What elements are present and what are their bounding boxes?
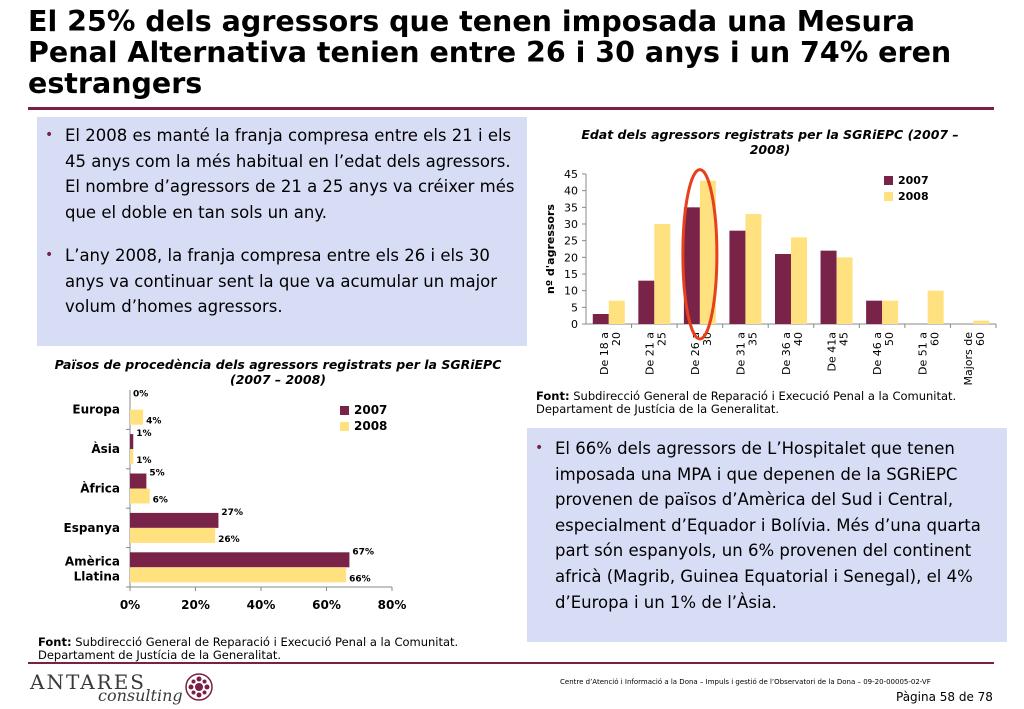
- bar-2008: [745, 214, 762, 324]
- x-tick-label: 20%: [181, 598, 210, 612]
- x-tick-label: 40%: [247, 598, 276, 612]
- y-tick-label: 0: [571, 318, 578, 331]
- age-chart: 0 5 10 15 20 25 30 35 40 45 nº d'agressors De 18 a2…: [544, 168, 997, 386]
- data-label-2008: 1%: [136, 456, 151, 466]
- bar-2007: [729, 230, 746, 324]
- bullet-icon: •: [45, 247, 54, 263]
- bullet-text: El 2008 es manté la franja compresa entr…: [65, 126, 515, 222]
- bar-2007: [866, 300, 883, 324]
- bar-2007: [820, 250, 837, 324]
- y-category-label: Àsia: [91, 441, 120, 456]
- bar-2008: [836, 257, 853, 324]
- bar-2007: [130, 552, 350, 568]
- y-tick-label: 20: [564, 251, 578, 264]
- y-tick-label: 15: [564, 268, 578, 281]
- x-category-label: De 51 a60: [917, 332, 942, 375]
- origin-chart-title: Països de procedència dels agressors reg…: [54, 357, 502, 387]
- bar-2008: [973, 320, 990, 324]
- x-category-label: Majors de60: [962, 332, 987, 386]
- legend-label: 2007: [898, 174, 929, 187]
- legend-label: 2008: [354, 419, 387, 433]
- legend-label: 2008: [898, 190, 929, 203]
- y-category-label: Espanya: [64, 521, 121, 535]
- y-tick-label: 10: [564, 285, 578, 298]
- footer-text: Centre d’Atenció i Informació a la Dona …: [560, 678, 931, 686]
- bar-2007: [683, 207, 700, 324]
- bullet-item: • El 66% dels agressors de L’Hospitalet q…: [527, 436, 997, 615]
- bullet-text: El 66% dels agressors de L’Hospitalet qu…: [555, 439, 981, 612]
- bullet-text: L’any 2008, la franja compresa entre els…: [65, 246, 498, 316]
- bar-2008: [130, 567, 347, 583]
- bar-2007: [775, 254, 791, 324]
- bullet-item: • L’any 2008, la franja compresa entre el…: [37, 243, 517, 320]
- x-tick-label: 60%: [312, 598, 341, 612]
- x-tick-label: 0%: [120, 598, 140, 612]
- legend-label: 2007: [354, 403, 387, 417]
- bar-2008: [654, 224, 671, 324]
- y-category-label: Llatina: [74, 569, 120, 583]
- x-category-label: De 21 a25: [643, 332, 668, 375]
- data-label-2008: 4%: [146, 417, 161, 427]
- y-tick-label: 5: [571, 301, 578, 314]
- data-label-2007: 1%: [136, 429, 151, 439]
- bar-2008: [882, 300, 899, 324]
- brand-emblem-icon: [185, 673, 213, 701]
- x-category-label: De 18 a20: [598, 332, 623, 375]
- origin-chart: 0% 20% 40% 60% 80% 0% 4% Europa 1% 1% Àsia 5% 6% Àfri…: [64, 390, 407, 612]
- bar-2008: [130, 449, 134, 465]
- y-tick-label: 40: [564, 185, 578, 198]
- y-tick-label: 35: [564, 201, 578, 214]
- bar-2008: [130, 409, 144, 425]
- data-label-2007: 0%: [133, 390, 148, 400]
- legend-swatch: [884, 192, 893, 201]
- bar-2008: [130, 488, 150, 504]
- bar-2007: [638, 280, 655, 324]
- origin-chart-source: Font: Subdirecció General de Reparació i…: [38, 635, 459, 662]
- bullet-icon: •: [535, 440, 544, 456]
- bar-2008: [699, 180, 716, 324]
- x-tick-label: 80%: [378, 598, 407, 612]
- bullet-icon: •: [45, 127, 54, 143]
- y-tick-label: 30: [564, 218, 578, 231]
- y-category-label: Europa: [72, 403, 120, 417]
- brand-logo: ANTARES: [30, 670, 146, 694]
- bar-2008: [130, 527, 216, 543]
- x-category-label: De 36 a40: [780, 332, 805, 375]
- legend-swatch: [884, 176, 893, 185]
- legend-swatch: [340, 406, 349, 415]
- data-label-2007: 67%: [352, 547, 374, 557]
- y-axis-title: nº d'agressors: [544, 204, 557, 294]
- y-category-label: Àfrica: [80, 481, 120, 496]
- data-label-2007: 27%: [221, 508, 243, 518]
- bullet-item: • El 2008 es manté la franja compresa ent…: [37, 123, 517, 225]
- age-chart-source: Font: Subdirecció General de Reparació i…: [536, 389, 957, 416]
- bar-2007: [130, 434, 134, 450]
- bar-2007: [130, 473, 147, 489]
- data-label-2007: 5%: [149, 469, 164, 479]
- data-label-2008: 26%: [218, 535, 240, 545]
- page-title: El 25% dels agressors que tenen imposada…: [28, 5, 952, 100]
- brand-subtitle: consulting: [98, 686, 183, 705]
- bar-2007: [592, 314, 609, 324]
- bar-2008: [927, 290, 944, 324]
- highlight-ellipse: [681, 168, 719, 341]
- summary-box-age: • El 2008 es manté la franja compresa ent…: [37, 117, 527, 346]
- age-chart-title: Edat dels agressors registrats per la SG…: [581, 127, 959, 157]
- footer-divider: [28, 662, 994, 664]
- bar-2008: [608, 300, 625, 324]
- data-label-2008: 6%: [153, 496, 168, 506]
- y-category-label: Amèrica: [65, 554, 120, 568]
- y-tick-label: 25: [564, 235, 578, 248]
- y-tick-label: 45: [564, 168, 578, 181]
- x-category-label: De 46 a50: [871, 332, 896, 375]
- summary-box-origin: • El 66% dels agressors de L’Hospitalet q…: [527, 428, 1007, 642]
- page-number: Pàgina 58 de 78: [896, 690, 993, 704]
- data-label-2008: 66%: [349, 574, 371, 584]
- title-divider: [28, 107, 994, 110]
- x-category-label: De 31 a35: [734, 332, 759, 375]
- bar-2007: [130, 512, 219, 528]
- bar-2008: [791, 237, 807, 324]
- legend-swatch: [340, 422, 349, 431]
- x-category-label: De 41a45: [826, 332, 851, 371]
